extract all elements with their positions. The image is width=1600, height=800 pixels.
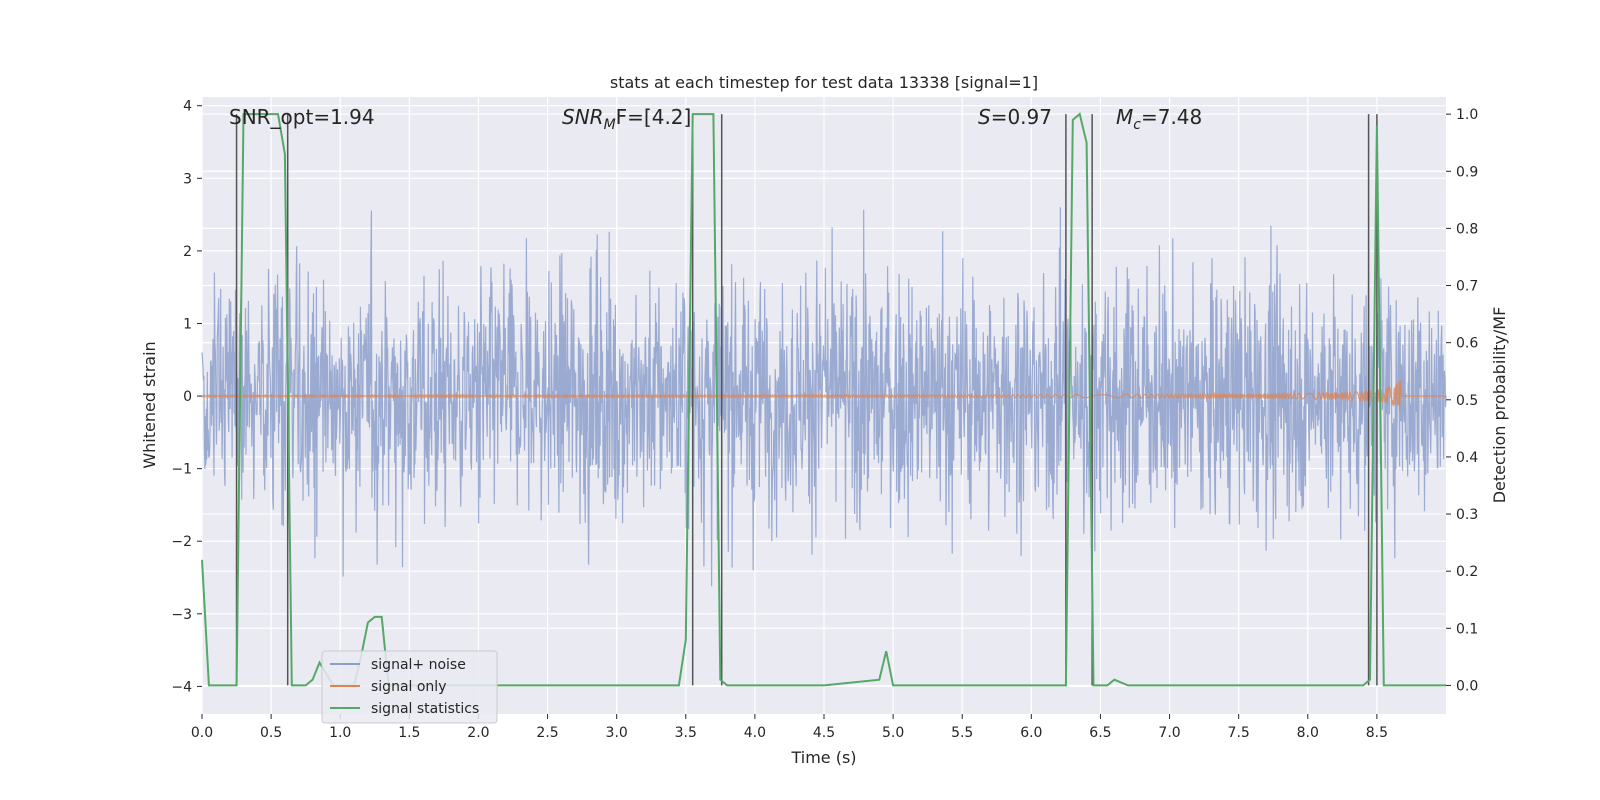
y-right-tick-label-10: 1.0 xyxy=(1456,107,1478,123)
legend: signal+ noise signal only signal statist… xyxy=(321,650,498,724)
noise-trace xyxy=(201,207,1447,587)
y-right-tick-label-0: 0.0 xyxy=(1456,678,1478,694)
x-tick-label-17: 8.5 xyxy=(1366,725,1388,741)
legend-label-signal-only: signal only xyxy=(371,679,446,695)
y-right-tick-label-3: 0.3 xyxy=(1456,507,1478,523)
series-signal-noise xyxy=(201,207,1447,587)
annotation-snr-opt: SNR_opt=1.94 xyxy=(229,105,375,129)
x-tick-label-5: 2.5 xyxy=(536,725,558,741)
snr-mf-rest: F=[4.2] xyxy=(616,105,692,129)
x-tick-label-9: 4.5 xyxy=(813,725,835,741)
statistics-trace xyxy=(201,112,1446,687)
y-right-tick-label-2: 0.2 xyxy=(1456,564,1478,580)
legend-box xyxy=(321,650,498,724)
x-tick-label-2: 1.0 xyxy=(329,725,351,741)
x-tick-label-11: 5.5 xyxy=(951,725,973,741)
x-tick-label-8: 4.0 xyxy=(744,725,766,741)
legend-label-signal-statistics: signal statistics xyxy=(371,701,479,717)
x-tick-label-13: 6.5 xyxy=(1089,725,1111,741)
s-value: =0.97 xyxy=(991,105,1052,129)
y-left-tick-label-0: −4 xyxy=(171,679,192,695)
annotation-snr-mf: SNRMF=[4.2] xyxy=(562,105,691,133)
chart-title: stats at each timestep for test data 133… xyxy=(610,73,1038,92)
y-right-tick-label-8: 0.8 xyxy=(1456,221,1478,237)
y-axis-right-ticks: 0.0 0.1 0.2 0.3 0.4 0.5 0.6 0.7 0.8 0.9 1.0 xyxy=(1446,107,1478,694)
y-axis-left-ticks: −4 −3 −2 −1 0 1 2 3 4 xyxy=(171,99,202,695)
x-tick-label-4: 2.0 xyxy=(467,725,489,741)
y-left-tick-label-3: −1 xyxy=(171,462,192,478)
x-tick-label-1: 0.5 xyxy=(260,725,282,741)
legend-label-signal-noise: signal+ noise xyxy=(371,657,466,673)
snr-mf-sub: M xyxy=(604,117,616,133)
x-tick-label-10: 5.0 xyxy=(882,725,904,741)
y-right-tick-label-9: 0.9 xyxy=(1456,164,1478,180)
x-tick-label-7: 3.5 xyxy=(675,725,697,741)
y-left-tick-label-5: 1 xyxy=(183,316,192,332)
y-right-tick-label-6: 0.6 xyxy=(1456,336,1478,352)
x-tick-label-14: 7.0 xyxy=(1158,725,1180,741)
snr-mf-base: SNR xyxy=(562,105,604,129)
x-tick-label-6: 3.0 xyxy=(606,725,628,741)
annotation-s: S=0.97 xyxy=(978,105,1052,129)
y-left-tick-label-7: 3 xyxy=(183,171,192,187)
s-symbol: S xyxy=(978,105,991,129)
y-left-tick-label-8: 4 xyxy=(183,99,192,115)
signal-trace xyxy=(201,380,1446,411)
series-signal-statistics xyxy=(201,112,1446,687)
x-tick-label-3: 1.5 xyxy=(398,725,420,741)
y-left-tick-label-6: 2 xyxy=(183,244,192,260)
series-signal-only xyxy=(201,380,1446,411)
y-left-tick-label-2: −2 xyxy=(171,534,192,550)
y-left-tick-label-1: −3 xyxy=(171,607,192,623)
annotation-mc: Mc=7.48 xyxy=(1116,105,1202,133)
mc-symbol: M xyxy=(1116,105,1133,129)
grid-lines xyxy=(201,97,1446,714)
mc-value: =7.48 xyxy=(1141,105,1202,129)
y-right-tick-label-7: 0.7 xyxy=(1456,279,1478,295)
y-right-tick-label-5: 0.5 xyxy=(1456,393,1478,409)
x-tick-label-15: 7.5 xyxy=(1228,725,1250,741)
x-tick-label-0: 0.0 xyxy=(191,725,213,741)
x-axis-label: Time (s) xyxy=(790,748,856,767)
y-right-tick-label-4: 0.4 xyxy=(1456,450,1478,466)
x-axis-ticks: 0.0 0.5 1.0 1.5 2.0 2.5 3.0 3.5 4.0 4.5 5.0 5.5 6.0 6… xyxy=(191,714,1388,741)
mc-sub: c xyxy=(1133,117,1141,133)
x-tick-label-12: 6.0 xyxy=(1020,725,1042,741)
y-axis-left-label: Whitened strain xyxy=(140,341,159,468)
y-right-tick-label-1: 0.1 xyxy=(1456,621,1478,637)
y-axis-right-label: Detection probability/MF xyxy=(1490,307,1509,504)
x-tick-label-16: 8.0 xyxy=(1297,725,1319,741)
y-left-tick-label-4: 0 xyxy=(183,389,192,405)
